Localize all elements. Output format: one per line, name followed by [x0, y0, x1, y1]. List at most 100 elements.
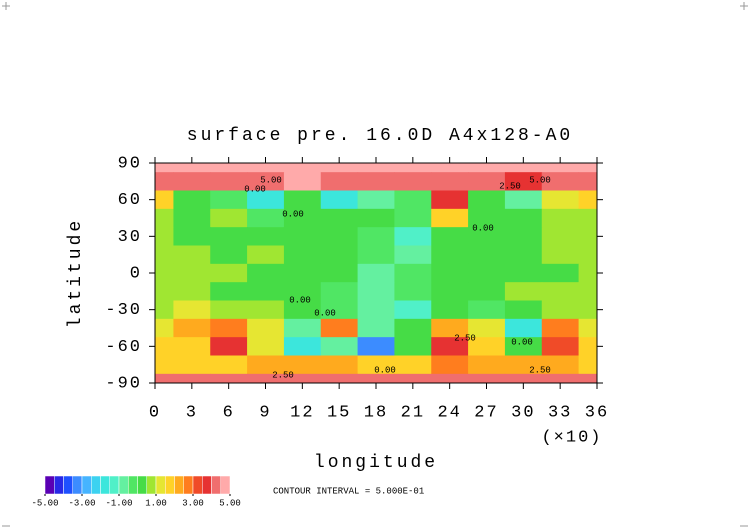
field-cell [431, 300, 469, 320]
field-cell [578, 355, 597, 375]
field-cell [504, 190, 543, 210]
field-cell [283, 245, 322, 265]
field-cell [155, 355, 174, 375]
field-cell [504, 172, 543, 191]
colorbar-swatch [128, 475, 138, 495]
corner-marks [2, 2, 748, 527]
colorbar-swatch [211, 475, 221, 495]
field-cell [394, 337, 432, 356]
field-cell [155, 300, 174, 320]
field-cell [320, 263, 359, 283]
field-cell [210, 263, 248, 283]
field-cell [468, 355, 506, 375]
field-cell [283, 318, 322, 338]
field-cell [431, 227, 469, 246]
field-cell [155, 337, 174, 356]
y-axis-label: latitude [66, 218, 86, 328]
field-cell [210, 190, 248, 210]
field-cell [578, 190, 597, 210]
field-cell [541, 208, 580, 228]
field-cell [357, 300, 395, 320]
x-tick-label: 3 [186, 403, 198, 422]
field-cell [210, 373, 248, 383]
field-cell [320, 172, 359, 191]
x-tick-label: 6 [223, 403, 235, 422]
y-tick-label: -60 [105, 338, 142, 357]
x-tick-label: 36 [585, 403, 609, 422]
x-tick-label: 9 [259, 403, 271, 422]
x-tick-label: 24 [437, 403, 461, 422]
colorbar-swatch [63, 475, 73, 495]
field-cell [320, 282, 359, 301]
field-cell [247, 263, 285, 283]
field-cell [247, 373, 285, 383]
colorbar-swatch [118, 475, 129, 495]
field-cell [210, 355, 248, 375]
field-cell [504, 208, 543, 228]
field-cell [431, 282, 469, 301]
colorbar-label: 3.00 [182, 498, 204, 508]
field [155, 163, 597, 383]
field-cell [468, 208, 506, 228]
field-cell [357, 245, 395, 265]
colorbar-swatch [155, 475, 166, 495]
field-cell [541, 163, 580, 173]
field-cell [541, 172, 580, 191]
field-cell [468, 172, 506, 191]
field-cell [173, 163, 211, 173]
field-cell [320, 227, 359, 246]
field-cell [155, 190, 174, 210]
field-cell [394, 227, 432, 246]
contour-label: 0.00 [374, 365, 396, 375]
colorbar-swatch [54, 475, 64, 495]
field-cell [320, 355, 359, 375]
colorbar-swatch [174, 475, 184, 495]
y-tick-label: 30 [118, 228, 142, 247]
field-cell [504, 337, 543, 356]
field-cell [247, 163, 285, 173]
field-cell [504, 282, 543, 301]
field-cell [357, 190, 395, 210]
field-cell [578, 227, 597, 246]
x-tick-label: 12 [290, 403, 314, 422]
field-cell [173, 190, 211, 210]
field-cell [578, 245, 597, 265]
field-cell [173, 355, 211, 375]
field-cell [431, 337, 469, 356]
field-cell [210, 163, 248, 173]
colorbar-swatch [100, 475, 110, 495]
colorbar-swatch [183, 475, 194, 495]
field-cell [210, 337, 248, 356]
field-cell [504, 263, 543, 283]
field-cell [468, 300, 506, 320]
field-cell [173, 373, 211, 383]
field-cell [394, 163, 432, 173]
field-cell [320, 318, 359, 338]
y-tick-label: 0 [130, 264, 142, 283]
field-cell [468, 282, 506, 301]
field-cell [247, 208, 285, 228]
field-cell [504, 300, 543, 320]
contour-label: 5.00 [529, 175, 551, 185]
field-cell [431, 373, 469, 383]
colorbar-label: -1.00 [105, 498, 132, 508]
x-tick-label: 21 [401, 403, 425, 422]
field-cell [210, 282, 248, 301]
field-cell [247, 318, 285, 338]
field-cell [541, 282, 580, 301]
field-cell [431, 172, 469, 191]
x-tick-label: 18 [364, 403, 388, 422]
field-cell [394, 373, 432, 383]
field-cell [357, 337, 395, 356]
field-cell [578, 282, 597, 301]
y-tick-label: -90 [105, 374, 142, 393]
field-cell [357, 263, 395, 283]
field-cell [541, 245, 580, 265]
field-cell [431, 318, 469, 338]
field-cell [541, 190, 580, 210]
contour-label: 0.00 [314, 308, 336, 318]
field-cell [541, 355, 580, 375]
field-cell [357, 282, 395, 301]
field-cell [394, 190, 432, 210]
